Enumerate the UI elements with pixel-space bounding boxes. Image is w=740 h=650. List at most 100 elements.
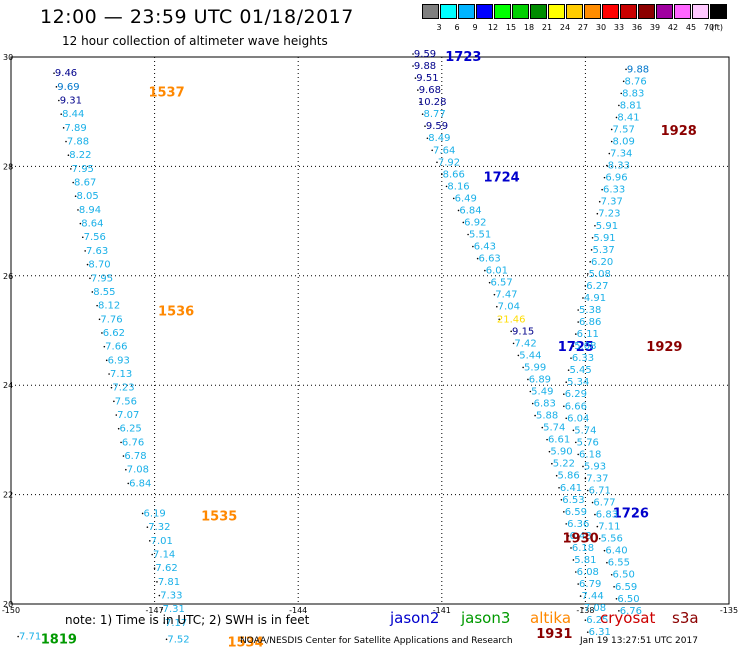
- track-dot: [467, 233, 469, 236]
- wave-height-value: 7.23: [598, 209, 620, 220]
- wave-height-value: 5.74: [574, 425, 596, 436]
- track-dot: [563, 405, 565, 408]
- wave-height-value: 5.49: [531, 386, 553, 397]
- wave-height-value: 6.93: [108, 355, 130, 366]
- wave-height-value: 6.57: [491, 278, 513, 289]
- pass-number-label: 1536: [158, 304, 194, 319]
- track-dot: [113, 400, 115, 403]
- track-dot: [141, 512, 144, 515]
- track-1723: 9.599.889.519.6810.288.779.598.497.647.9…: [412, 49, 481, 180]
- wave-height-value: 8.49: [428, 133, 450, 144]
- color-scale-swatch: [692, 4, 709, 19]
- color-scale-label: 3: [436, 23, 442, 32]
- track-dot: [522, 366, 524, 369]
- wave-height-value: 5.74: [543, 423, 565, 434]
- wave-height-value: 4.91: [584, 293, 606, 304]
- pass-number-label: 1929: [646, 340, 682, 355]
- track-dot: [89, 277, 91, 280]
- track-dot: [584, 477, 587, 480]
- track-dot: [590, 249, 593, 251]
- wave-height-value: 6.18: [572, 543, 594, 554]
- track-dot: [527, 378, 529, 381]
- color-scale-swatch: [674, 4, 691, 19]
- wave-height-value: 7.13: [110, 369, 132, 380]
- page-subtitle: 12 hour collection of altimeter wave hei…: [62, 34, 328, 48]
- wave-height-value: 9.46: [55, 68, 77, 79]
- wave-height-value: 6.78: [124, 451, 146, 462]
- color-scale-label: 12: [487, 23, 499, 32]
- color-scale-swatch: [458, 4, 475, 19]
- generated-timestamp: Jan 19 13:27:51 UTC 2017: [580, 636, 698, 646]
- wave-height-value: 7.62: [155, 563, 177, 574]
- wave-height-value: 7.81: [158, 577, 180, 588]
- track-dot: [70, 168, 72, 170]
- track-dot: [598, 537, 601, 540]
- color-scale-label: 39: [649, 23, 661, 32]
- pass-number-label: 1931: [536, 627, 572, 642]
- track-dot: [74, 195, 77, 198]
- track-dot: [498, 318, 501, 321]
- track-dot: [529, 390, 532, 393]
- wave-height-value: 6.33: [572, 353, 594, 364]
- wave-height-value: 6.01: [486, 266, 508, 277]
- wave-height-value: 7.17: [165, 618, 187, 629]
- wave-height-value: 6.92: [464, 217, 486, 228]
- track-dot: [472, 245, 474, 248]
- track-dot: [412, 53, 414, 55]
- track-dot: [586, 273, 589, 275]
- wave-height-value: 6.50: [617, 594, 639, 605]
- color-scale-label: 70: [703, 23, 715, 32]
- wave-height-value: 9.51: [416, 73, 438, 84]
- wave-height-value: 6.43: [569, 531, 591, 542]
- track-dot: [431, 149, 433, 152]
- track-dot: [565, 381, 568, 384]
- track-dot: [586, 489, 589, 492]
- wave-height-value: 5.08: [574, 341, 596, 352]
- wave-height-value: 10.28: [418, 97, 447, 108]
- lon-tick-label: -150: [2, 606, 20, 615]
- track-dot: [596, 212, 599, 215]
- track-dot: [625, 68, 627, 71]
- track-dot: [412, 65, 414, 67]
- track-dot: [493, 293, 496, 296]
- track-dot: [603, 176, 606, 179]
- wave-height-value: 7.42: [514, 338, 536, 349]
- track-dot: [622, 80, 625, 83]
- track-dot: [115, 414, 118, 416]
- satellite-legend-jason3: jason3: [461, 609, 511, 627]
- track-dot: [17, 635, 19, 638]
- wave-height-value: 7.66: [105, 342, 127, 353]
- wave-height-value: 6.40: [605, 546, 627, 557]
- track-dot: [452, 197, 455, 200]
- track-dot: [53, 72, 55, 74]
- track-1726: 6.185.816.086.797.447.086.256.31 1726: [570, 507, 649, 638]
- track-dot: [165, 638, 168, 641]
- track-dot: [555, 474, 558, 477]
- wave-height-value: 9.69: [57, 82, 79, 93]
- wave-height-value: 7.44: [581, 591, 603, 602]
- wave-height-value: 7.08: [584, 603, 606, 614]
- wave-height-value: 5.88: [536, 411, 558, 422]
- color-scale-swatch: [638, 4, 655, 19]
- wave-height-value: 8.66: [443, 169, 465, 180]
- wave-height-value: 8.64: [81, 219, 103, 230]
- pass-number-label: 1726: [613, 507, 649, 522]
- wave-height-value: 9.15: [512, 326, 534, 337]
- color-scale-label: 27: [577, 23, 589, 32]
- color-scale-swatch: [422, 4, 439, 19]
- track-dot: [419, 101, 422, 103]
- track-dot: [577, 453, 579, 456]
- satellite-legend-s3a: s3a: [672, 609, 699, 627]
- wave-height-value: 7.23: [112, 383, 134, 394]
- track-dot: [606, 164, 608, 167]
- wave-height-value: 7.34: [610, 149, 632, 160]
- wave-height-value: 8.55: [93, 287, 115, 298]
- track-dot: [584, 285, 587, 287]
- track-dot: [457, 209, 460, 212]
- wave-height-value: 8.44: [62, 109, 84, 120]
- lon-tick-label: -147: [146, 606, 164, 615]
- track-dot: [565, 417, 568, 420]
- wave-height-value: 7.56: [115, 396, 137, 407]
- wave-height-value: 6.53: [562, 495, 584, 506]
- wave-height-value: 5.34: [567, 377, 589, 388]
